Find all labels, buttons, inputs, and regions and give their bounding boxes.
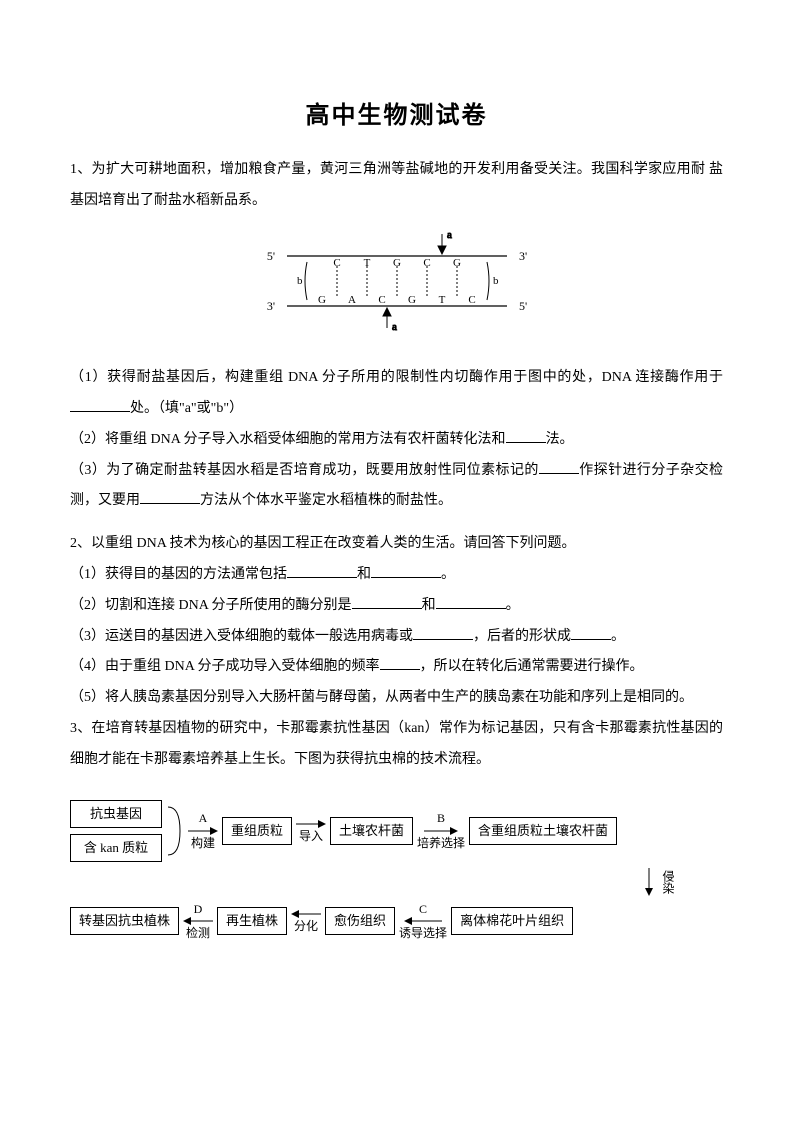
q1-2-text: （2）将重组 DNA 分子导入水稻受体细胞的常用方法有农杆菌转化法和 (70, 432, 506, 447)
flowchart: 抗虫基因 含 kan 质粒 A 构建 重组质粒 导入 土壤农杆菌 (70, 800, 723, 941)
q2-4b: ，所以在转化后通常需要进行操作。 (420, 659, 644, 674)
blank (371, 563, 441, 578)
svg-text:G: G (318, 294, 326, 306)
blank (436, 594, 506, 609)
page: 高中生物测试卷 1、为扩大可耕地面积，增加粮食产量，黄河三角洲等盐碱地的开发利用… (0, 0, 793, 1001)
svg-text:G: G (393, 257, 401, 269)
q2-3a: （3）运送目的基因进入受体细胞的载体一般选用病毒或 (70, 629, 413, 644)
flow-down-arrow: 侵染 (70, 868, 723, 896)
q1-1: （1）获得耐盐基因后，构建重组 DNA 分子所用的限制性内切酶作用于图中的处，D… (70, 363, 723, 425)
q2-1a: （1）获得目的基因的方法通常包括 (70, 567, 287, 582)
q2-4: （4）由于重组 DNA 分子成功导入受体细胞的频率 ，所以在转化后通常需要进行操作… (70, 652, 723, 683)
arrow-b: B 培养选择 (417, 811, 465, 850)
blank (287, 563, 357, 578)
q1-3c: 方法从个体水平鉴定水稻植株的耐盐性。 (200, 493, 452, 508)
dna-3-right: 3' (519, 249, 527, 263)
box-agro: 土壤农杆菌 (330, 817, 413, 845)
blank (140, 489, 200, 504)
svg-text:C: C (333, 257, 340, 269)
dna-3-left: 3' (266, 299, 274, 313)
q1-2: （2）将重组 DNA 分子导入水稻受体细胞的常用方法有农杆菌转化法和 法。 (70, 425, 723, 456)
box-callus: 愈伤组织 (325, 907, 395, 935)
svg-text:a: a (447, 229, 452, 241)
dna-5-left: 5' (266, 249, 274, 263)
page-title: 高中生物测试卷 (70, 90, 723, 143)
q2-5: （5）将人胰岛素基因分别导入大肠杆菌与酵母菌，从两者中生产的胰岛素在功能和序列上… (70, 683, 723, 714)
blank (539, 459, 579, 474)
q2-1e: 。 (441, 567, 455, 582)
blank (352, 594, 422, 609)
q2-2a: （2）切割和连接 DNA 分子所使用的酶分别是 (70, 598, 352, 613)
q2-3e: 。 (611, 629, 625, 644)
svg-text:A: A (348, 294, 356, 306)
box-leaf: 离体棉花叶片组织 (451, 907, 573, 935)
q2-1m: 和 (357, 567, 371, 582)
blank (413, 625, 473, 640)
box-kan: 含 kan 质粒 (70, 834, 162, 862)
box-agro-recomb: 含重组质粒土壤农杆菌 (469, 817, 617, 845)
bracket-icon (166, 803, 184, 859)
arrow-a: A 构建 (188, 811, 218, 850)
q2-2e: 。 (506, 598, 520, 613)
side-label: 侵染 (661, 870, 675, 894)
q1-2-end: 法。 (546, 432, 574, 447)
blank (380, 655, 420, 670)
q1-1-text: （1）获得耐盐基因后，构建重组 DNA 分子所用的限制性内切酶作用于图中的处，D… (70, 370, 723, 385)
q2-4a: （4）由于重组 DNA 分子成功导入受体细胞的频率 (70, 659, 380, 674)
svg-text:C: C (378, 294, 385, 306)
dna-diagram: 5' 3' 3' 5' C T G C G G (70, 226, 723, 349)
arrow-c: C 诱导选择 (399, 902, 447, 941)
svg-text:C: C (423, 257, 430, 269)
svg-text:a: a (392, 321, 397, 333)
svg-text:b: b (297, 275, 303, 287)
box-antigene: 抗虫基因 (70, 800, 162, 828)
blank (70, 397, 130, 412)
q3-intro: 3、在培育转基因植物的研究中，卡那霉素抗性基因（kan）常作为标记基因，只有含卡… (70, 714, 723, 776)
q2-intro: 2、以重组 DNA 技术为核心的基因工程正在改变着人类的生活。请回答下列问题。 (70, 529, 723, 560)
q2-2m: 和 (422, 598, 436, 613)
svg-text:b: b (493, 275, 499, 287)
svg-text:G: G (408, 294, 416, 306)
flow-row-top: 抗虫基因 含 kan 质粒 A 构建 重组质粒 导入 土壤农杆菌 (70, 800, 723, 862)
box-result: 转基因抗虫植株 (70, 907, 179, 935)
box-regen: 再生植株 (217, 907, 287, 935)
q1-3a: （3）为了确定耐盐转基因水稻是否培育成功，既要用放射性同位素标记的 (70, 463, 539, 478)
q2-3: （3）运送目的基因进入受体细胞的载体一般选用病毒或 ，后者的形状成 。 (70, 622, 723, 653)
blank (571, 625, 611, 640)
svg-text:T: T (363, 257, 370, 269)
arrow-diff: 分化 (291, 909, 321, 933)
blank (506, 428, 546, 443)
svg-text:G: G (453, 257, 461, 269)
q1-3: （3）为了确定耐盐转基因水稻是否培育成功，既要用放射性同位素标记的作探针进行分子… (70, 456, 723, 518)
q2-2: （2）切割和连接 DNA 分子所使用的酶分别是 和 。 (70, 591, 723, 622)
q1-intro: 1、为扩大可耕地面积，增加粮食产量，黄河三角洲等盐碱地的开发利用备受关注。我国科… (70, 155, 723, 217)
arrow-import: 导入 (296, 819, 326, 843)
box-recomb: 重组质粒 (222, 817, 292, 845)
flow-row-bottom: 转基因抗虫植株 D 检测 再生植株 分化 愈伤组织 C 诱导选择 离体棉花叶片 (70, 902, 723, 941)
arrow-d: D 检测 (183, 902, 213, 941)
q2-1: （1）获得目的基因的方法通常包括 和 。 (70, 560, 723, 591)
q2-3b: ，后者的形状成 (473, 629, 571, 644)
svg-text:C: C (468, 294, 475, 306)
q1-1-end: 处。（填"a"或"b"） (130, 401, 243, 416)
dna-5-right: 5' (519, 299, 527, 313)
svg-text:T: T (438, 294, 445, 306)
